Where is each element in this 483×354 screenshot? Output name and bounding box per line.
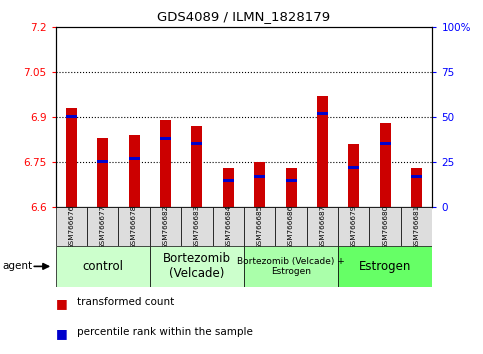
Bar (160, 137, 171, 140)
Bar (56, 207, 87, 246)
Bar (97, 138, 108, 207)
Bar (338, 207, 369, 246)
Bar (348, 166, 359, 169)
Bar (213, 207, 244, 246)
Bar (66, 108, 77, 207)
Bar (275, 207, 307, 246)
Bar (317, 96, 328, 207)
Text: transformed count: transformed count (77, 297, 174, 307)
Bar (150, 207, 181, 246)
Bar (411, 175, 422, 178)
Text: agent: agent (2, 261, 32, 272)
Bar (244, 246, 338, 287)
Bar (181, 207, 213, 246)
Bar (254, 162, 265, 207)
Text: GSM766685: GSM766685 (256, 205, 263, 249)
Bar (128, 157, 140, 160)
Bar (128, 135, 140, 207)
Text: ■: ■ (56, 327, 67, 341)
Bar (191, 126, 202, 207)
Bar (118, 207, 150, 246)
Text: percentile rank within the sample: percentile rank within the sample (77, 327, 253, 337)
Bar (66, 115, 77, 118)
Text: GSM766681: GSM766681 (413, 205, 420, 249)
Bar (160, 120, 171, 207)
Bar (338, 246, 432, 287)
Text: Bortezomib (Velcade) +
Estrogen: Bortezomib (Velcade) + Estrogen (237, 257, 345, 276)
Bar (254, 175, 265, 178)
Text: GSM766686: GSM766686 (288, 205, 294, 249)
Text: GSM766679: GSM766679 (351, 205, 357, 249)
Text: control: control (82, 260, 123, 273)
Bar (87, 207, 118, 246)
Bar (348, 144, 359, 207)
Bar (56, 246, 150, 287)
Bar (369, 207, 401, 246)
Text: Bortezomib
(Velcade): Bortezomib (Velcade) (163, 252, 231, 280)
Text: GDS4089 / ILMN_1828179: GDS4089 / ILMN_1828179 (157, 10, 330, 23)
Text: Estrogen: Estrogen (359, 260, 412, 273)
Text: GSM766676: GSM766676 (68, 205, 74, 249)
Text: GSM766677: GSM766677 (99, 205, 106, 249)
Text: GSM766680: GSM766680 (382, 205, 388, 249)
Bar (223, 168, 234, 207)
Bar (401, 207, 432, 246)
Bar (411, 168, 422, 207)
Bar (223, 178, 234, 182)
Bar (317, 112, 328, 115)
Bar (97, 160, 108, 164)
Bar (244, 207, 275, 246)
Bar (380, 142, 391, 145)
Text: GSM766682: GSM766682 (162, 205, 169, 249)
Bar (285, 168, 297, 207)
Text: ■: ■ (56, 297, 67, 310)
Text: GSM766683: GSM766683 (194, 205, 200, 249)
Bar (380, 123, 391, 207)
Text: GSM766684: GSM766684 (225, 205, 231, 249)
Text: GSM766687: GSM766687 (319, 205, 326, 249)
Text: GSM766678: GSM766678 (131, 205, 137, 249)
Bar (285, 178, 297, 182)
Bar (307, 207, 338, 246)
Bar (150, 246, 244, 287)
Bar (191, 142, 202, 145)
